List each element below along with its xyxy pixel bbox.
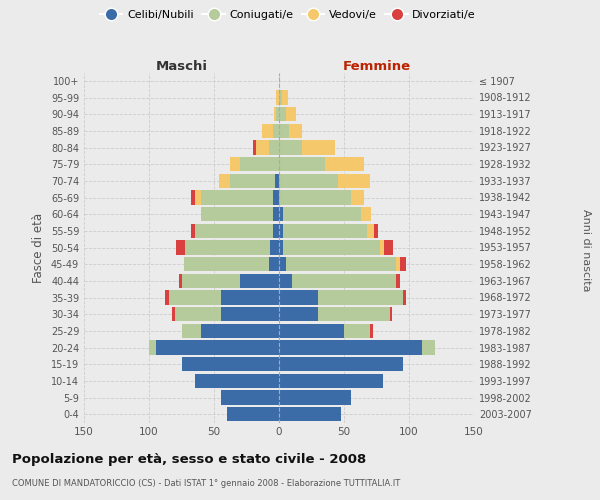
Text: Popolazione per età, sesso e stato civile - 2008: Popolazione per età, sesso e stato civil… <box>12 452 366 466</box>
Bar <box>201 207 272 221</box>
Bar <box>279 307 318 322</box>
Bar <box>400 257 406 271</box>
Bar <box>221 390 279 404</box>
Bar <box>269 257 279 271</box>
Bar <box>185 240 270 254</box>
Bar <box>194 224 272 238</box>
Bar <box>279 407 341 421</box>
Bar <box>286 107 296 121</box>
Bar <box>240 157 279 171</box>
Bar <box>175 307 221 322</box>
Bar <box>350 190 364 204</box>
Bar <box>269 140 279 154</box>
Bar <box>176 240 185 254</box>
Bar <box>279 207 283 221</box>
Bar <box>279 374 383 388</box>
Bar <box>385 240 394 254</box>
Bar <box>286 257 396 271</box>
Bar <box>194 190 201 204</box>
Bar <box>279 357 403 371</box>
Bar <box>191 224 194 238</box>
Bar <box>270 240 279 254</box>
Bar <box>302 140 335 154</box>
Text: Maschi: Maschi <box>155 60 208 74</box>
Bar <box>361 207 371 221</box>
Bar <box>279 107 286 121</box>
Bar <box>380 240 384 254</box>
Bar <box>279 290 318 304</box>
Bar <box>279 240 283 254</box>
Bar <box>279 174 337 188</box>
Bar <box>279 90 281 104</box>
Bar <box>262 124 272 138</box>
Bar <box>219 174 230 188</box>
Bar <box>149 340 155 354</box>
Bar <box>389 307 392 322</box>
Bar <box>272 190 279 204</box>
Bar <box>230 174 275 188</box>
Bar <box>325 157 364 171</box>
Bar <box>318 290 403 304</box>
Legend: Celibi/Nubili, Coniugati/e, Vedovi/e, Divorziati/e: Celibi/Nubili, Coniugati/e, Vedovi/e, Di… <box>96 6 480 25</box>
Bar <box>227 407 279 421</box>
Bar <box>253 140 256 154</box>
Bar <box>184 257 269 271</box>
Bar <box>272 224 279 238</box>
Bar <box>279 124 289 138</box>
Bar <box>318 307 389 322</box>
Bar <box>179 274 182 288</box>
Bar <box>194 374 279 388</box>
Bar <box>191 190 194 204</box>
Bar <box>422 340 435 354</box>
Text: COMUNE DI MANDATORICCIO (CS) - Dati ISTAT 1° gennaio 2008 - Elaborazione TUTTITA: COMUNE DI MANDATORICCIO (CS) - Dati ISTA… <box>12 478 400 488</box>
Text: Femmine: Femmine <box>343 60 410 74</box>
Bar <box>292 274 396 288</box>
Bar <box>367 224 374 238</box>
Bar <box>240 274 279 288</box>
Text: Anni di nascita: Anni di nascita <box>581 209 591 291</box>
Bar <box>279 140 302 154</box>
Bar <box>221 290 279 304</box>
Bar <box>155 340 279 354</box>
Bar <box>337 174 370 188</box>
Bar <box>172 307 175 322</box>
Bar <box>374 224 378 238</box>
Bar <box>182 324 201 338</box>
Bar <box>283 240 380 254</box>
Bar <box>279 274 292 288</box>
Bar <box>279 157 325 171</box>
Bar <box>289 124 302 138</box>
Bar <box>279 340 422 354</box>
Bar <box>272 207 279 221</box>
Bar <box>344 324 370 338</box>
Bar <box>277 107 279 121</box>
Bar <box>272 124 279 138</box>
Bar <box>403 290 406 304</box>
Bar <box>279 390 350 404</box>
Y-axis label: Fasce di età: Fasce di età <box>32 212 45 282</box>
Bar <box>164 290 169 304</box>
Bar <box>182 357 279 371</box>
Bar <box>277 90 279 104</box>
Bar <box>274 107 277 121</box>
Bar <box>256 140 269 154</box>
Bar <box>275 174 279 188</box>
Bar <box>283 207 361 221</box>
Bar <box>201 324 279 338</box>
Bar <box>279 224 283 238</box>
Bar <box>182 274 240 288</box>
Bar <box>201 190 272 204</box>
Bar <box>279 324 344 338</box>
Bar <box>281 90 288 104</box>
Bar <box>221 307 279 322</box>
Bar <box>370 324 373 338</box>
Bar <box>396 274 400 288</box>
Bar <box>283 224 367 238</box>
Bar <box>230 157 240 171</box>
Bar <box>396 257 400 271</box>
Bar <box>279 257 286 271</box>
Bar <box>169 290 221 304</box>
Bar <box>279 190 350 204</box>
